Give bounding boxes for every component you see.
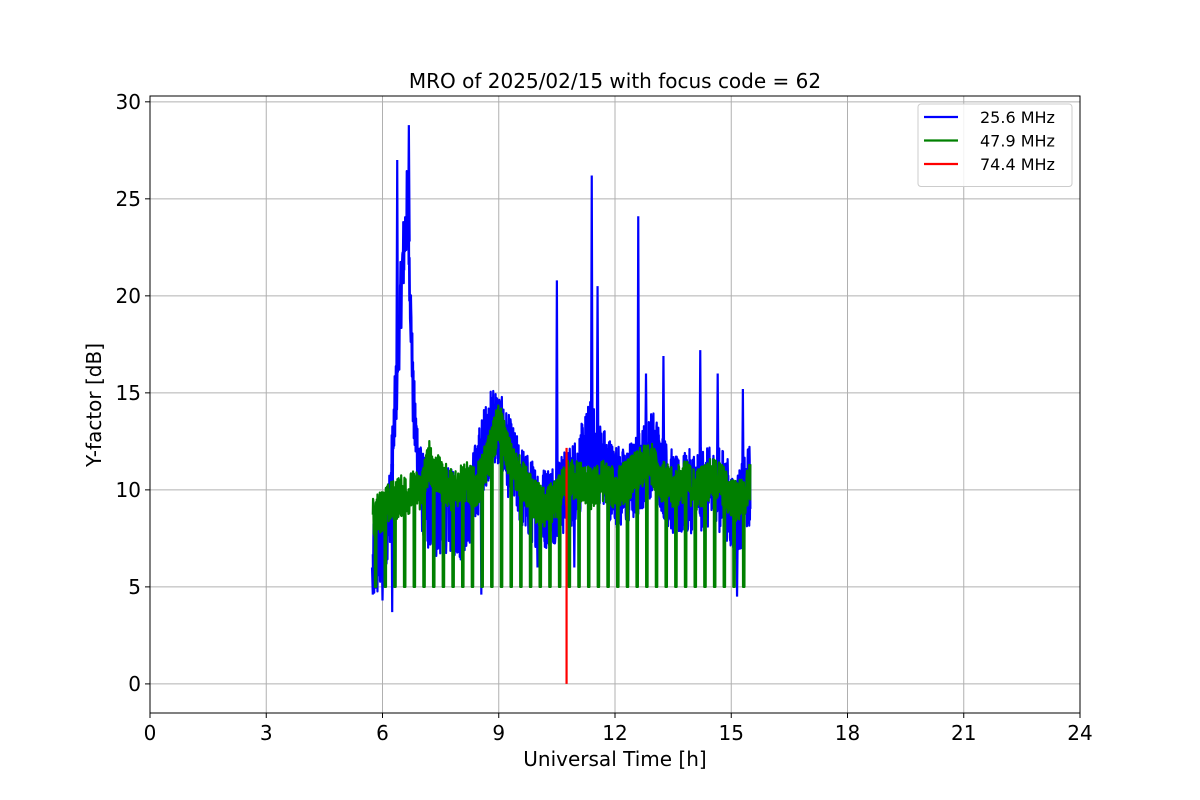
series-spike (572, 480, 577, 568)
series-spike (735, 515, 739, 597)
y-tick-label: 10 (116, 478, 141, 502)
series-line (371, 404, 752, 588)
series-47_9-MHz (371, 404, 752, 588)
y-tick-label: 25 (116, 187, 141, 211)
y-tick-label: 20 (116, 284, 141, 308)
plot-area (370, 125, 752, 684)
series-spike (555, 280, 559, 500)
x-tick-label: 9 (492, 721, 505, 745)
legend-label: 74.4 MHz (980, 155, 1055, 174)
legend: 25.6 MHz 47.9 MHz 74.4 MHz (917, 103, 1073, 187)
y-tick-label: 5 (128, 575, 141, 599)
series-spike (715, 373, 720, 490)
series-spike (535, 506, 540, 568)
y-tick-label: 0 (128, 672, 141, 696)
series-spike (636, 216, 641, 474)
series-spike (644, 373, 648, 461)
legend-label: 47.9 MHz (980, 132, 1055, 151)
x-tick-label: 15 (719, 721, 744, 745)
series-spike (380, 548, 385, 601)
y-tick-label: 15 (116, 381, 141, 405)
x-tick-label: 24 (1067, 721, 1092, 745)
x-tick-label: 6 (376, 721, 389, 745)
y-tick-label: 30 (116, 90, 141, 114)
x-tick-label: 0 (144, 721, 157, 745)
chart-title: MRO of 2025/02/15 with focus code = 62 (409, 69, 821, 93)
series-spike (595, 286, 600, 457)
ticks: 0 3 6 9 12 15 18 21 24 0 5 10 15 20 25 30 (116, 90, 1093, 745)
y-axis-label: Y-factor [dB] (82, 343, 106, 468)
series-spike (741, 388, 745, 504)
x-axis-label: Universal Time [h] (523, 747, 706, 771)
x-tick-label: 18 (835, 721, 860, 745)
x-tick-label: 21 (951, 721, 976, 745)
series-spike (395, 160, 400, 370)
x-tick-label: 12 (602, 721, 627, 745)
series-spike (406, 125, 411, 242)
series-spike (661, 355, 666, 476)
series-spike (698, 350, 703, 490)
x-tick-label: 3 (260, 721, 273, 745)
series-spike (370, 567, 375, 595)
legend-label: 25.6 MHz (980, 108, 1055, 127)
series-spike (589, 175, 594, 446)
legend-box (917, 103, 1073, 187)
